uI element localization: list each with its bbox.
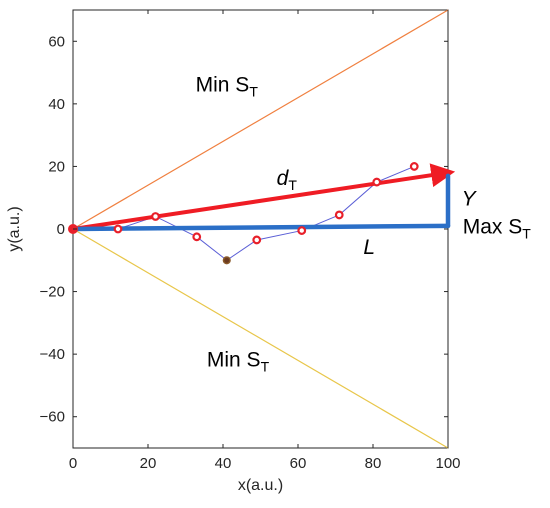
annotation-label: Max ST — [463, 216, 532, 242]
annotation-label: Min ST — [207, 349, 270, 375]
data-point — [334, 210, 344, 220]
vector-label-y: Y — [462, 188, 478, 211]
x-tick-label: 40 — [215, 455, 232, 472]
data-point — [113, 224, 123, 234]
x-tick-label: 80 — [365, 455, 382, 472]
vector-d — [72, 163, 456, 231]
y-tick-label: −40 — [40, 346, 65, 363]
series-points — [68, 162, 419, 265]
data-point — [222, 256, 231, 265]
y-tick-label: −60 — [40, 409, 65, 426]
x-axis-ticks: 0 20 40 60 80 100 — [69, 10, 461, 472]
vector-label-l: L — [363, 236, 375, 259]
annotations: dT L Y Min ST Max ST Min ST — [196, 73, 532, 374]
y-tick-label: 0 — [57, 221, 65, 238]
y-tick-label: 60 — [48, 33, 65, 50]
x-tick-label: 20 — [140, 455, 157, 472]
vectors — [70, 163, 456, 232]
series-lines — [73, 165, 415, 261]
vector-l — [70, 223, 451, 232]
data-point — [151, 212, 160, 221]
y-axis-label: y(a.u.) — [6, 206, 23, 251]
boundary-line — [72, 9, 449, 230]
data-point — [297, 226, 307, 235]
boundary-lines — [72, 9, 449, 449]
vector-label-d: dT — [277, 167, 298, 193]
plot-area — [68, 9, 456, 449]
annotation-label: Min ST — [196, 73, 259, 99]
x-tick-label: 0 — [69, 455, 77, 472]
x-tick-label: 100 — [435, 455, 460, 472]
x-tick-label: 60 — [290, 455, 307, 472]
x-axis-label: x(a.u.) — [238, 477, 283, 494]
y-tick-label: 20 — [48, 158, 65, 175]
data-point — [252, 235, 262, 245]
data-point — [372, 177, 382, 187]
data-point — [409, 162, 419, 171]
y-axis-ticks: −60 −40 −20 0 20 40 60 — [40, 33, 448, 426]
series-line — [73, 165, 415, 261]
boundary-line — [72, 228, 449, 449]
y-tick-label: 40 — [48, 96, 65, 113]
data-point — [192, 232, 202, 242]
y-tick-label: −20 — [40, 284, 65, 301]
